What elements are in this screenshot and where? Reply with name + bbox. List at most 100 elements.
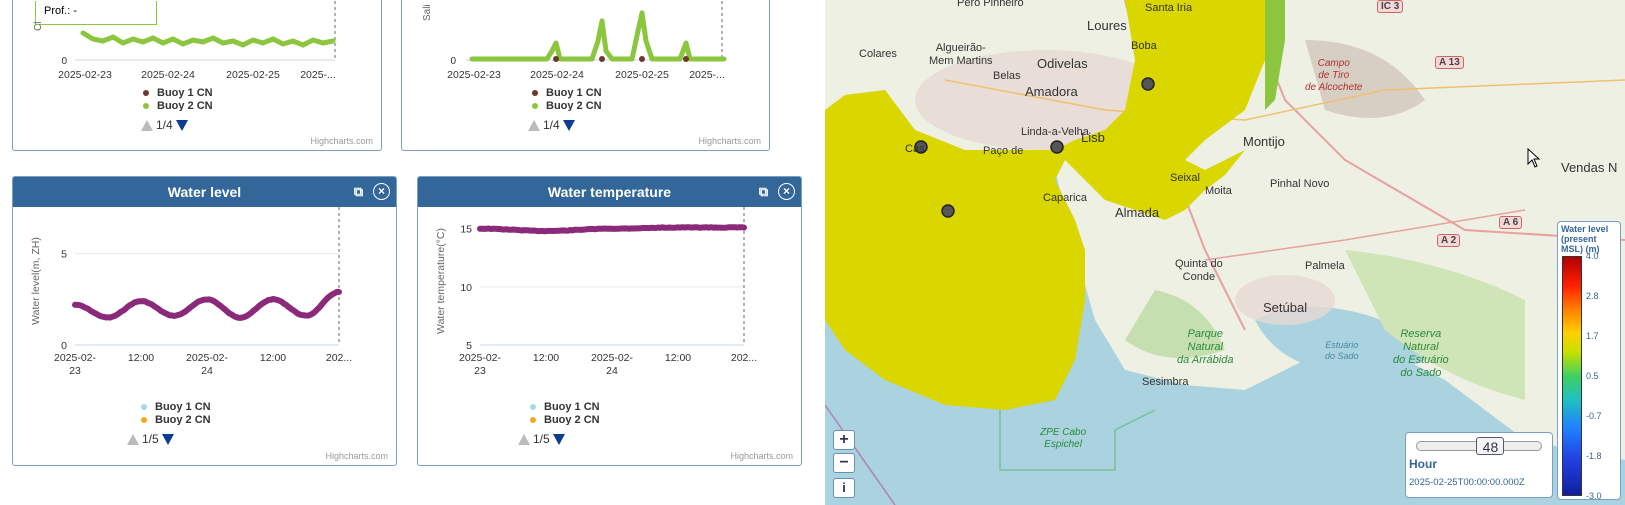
pager-down-icon[interactable] (175, 119, 188, 131)
legend-label: Buoy 2 CN (155, 415, 211, 425)
road (944, 79, 1625, 121)
legend-marker (143, 90, 149, 96)
legend-item[interactable]: Buoy 2 CN (530, 415, 600, 425)
urban-area (1235, 275, 1335, 325)
map-label-estuary: Estuário do Sado (1325, 340, 1359, 361)
time-label: Hour (1409, 457, 1437, 471)
colorbar-gradient (1562, 256, 1582, 496)
chart-panel-top-left: Prof.: - Cl 0 2025-02-23 2025-02-24 2025… (12, 0, 382, 151)
map-label-zpe: ZPE Cabo Espichel (1040, 427, 1087, 450)
x-tick-label: 2025-02-24 (141, 69, 195, 81)
pager-text: 1/5 (533, 432, 550, 446)
pager-up-icon[interactable] (528, 119, 540, 131)
time-timestamp: 2025-02-25T00:00:00.000Z (1409, 477, 1525, 488)
x-tick-label: 2025-02-23 (58, 69, 112, 81)
pager-down-icon[interactable] (562, 119, 575, 131)
legend-label: Buoy 2 CN (546, 101, 602, 111)
panel-header: Water level ⧉ × (13, 177, 396, 207)
pager-up-icon[interactable] (127, 433, 139, 445)
legend-item[interactable]: Buoy 2 CN (141, 415, 211, 425)
y-tick-label: 10 (460, 282, 472, 294)
highcharts-credit[interactable]: Highcharts.com (698, 136, 761, 146)
x-tick-label: 2025-02-24 (530, 69, 584, 81)
map[interactable]: Pero Pinheiro Santa Iria Loures Odivelas… (825, 0, 1625, 505)
time-slider-handle[interactable]: 48 (1476, 437, 1505, 455)
road-shield: A 2 (1437, 234, 1461, 247)
legend-label: Buoy 1 CN (157, 87, 213, 99)
popout-icon[interactable]: ⧉ (353, 184, 364, 199)
pager-down-icon[interactable] (552, 433, 565, 445)
map-label: Belas (993, 70, 1021, 82)
colorbar-tick-label: -0.7 (1586, 411, 1602, 421)
y-tick-label: 0 (450, 56, 456, 67)
map-label: Moita (1205, 185, 1232, 197)
legend-pager: 1/4 (528, 118, 575, 132)
y-tick-label: 0 (61, 56, 67, 67)
pager-up-icon[interactable] (141, 119, 153, 131)
mouse-cursor-icon (1527, 148, 1541, 168)
colorbar-title: Water level (present MSL) (m) (1561, 224, 1609, 254)
colorbar-tick-label: 4.0 (1586, 251, 1599, 261)
pager-text: 1/5 (142, 432, 159, 446)
buoy-marker[interactable] (941, 204, 955, 218)
x-tick-label: 2025-02-25 (615, 69, 669, 81)
plume-edge (1265, 0, 1285, 110)
highcharts-credit[interactable]: Highcharts.com (730, 451, 793, 461)
zoom-in-button[interactable]: + (833, 430, 855, 450)
map-label: Montijo (1243, 134, 1285, 149)
legend-label: Buoy 2 CN (157, 101, 213, 111)
chart-panel-water-temperature: Water temperature ⧉ × 5 10 15 Water tempera… (417, 176, 802, 466)
x-tick-label: 2025-... (689, 69, 725, 81)
legend-item[interactable]: Buoy 1 CN (532, 85, 602, 101)
x-tick-label: 202... (326, 352, 352, 364)
legend-item[interactable]: Buoy 2 CN (532, 101, 602, 111)
time-control: 48 Hour 2025-02-25T00:00:00.000Z (1405, 432, 1553, 498)
map-label: Sesimbra (1142, 376, 1189, 388)
close-icon[interactable]: × (373, 183, 390, 200)
highcharts-credit[interactable]: Highcharts.com (325, 451, 388, 461)
legend-label: Buoy 1 CN (544, 401, 600, 413)
legend-label: Buoy 1 CN (546, 87, 602, 99)
map-label: Amadora (1025, 84, 1078, 99)
legend-item[interactable]: Buoy 1 CN (141, 399, 211, 415)
map-label: Almada (1115, 205, 1160, 220)
reserve-area (1345, 250, 1525, 400)
y-axis-label: Cl (33, 22, 44, 31)
x-tick-label: 2025-02-23 (54, 352, 97, 377)
legend-label: Buoy 2 CN (544, 415, 600, 425)
pager-down-icon[interactable] (161, 433, 174, 445)
buoy-marker[interactable] (1141, 77, 1155, 91)
map-label: Vendas N (1561, 160, 1618, 175)
series-line-buoy-2 (80, 30, 336, 48)
legend-item[interactable]: Buoy 2 CN (143, 101, 213, 111)
legend: Buoy 1 CN Buoy 2 CN (532, 85, 602, 111)
y-axis-label: Water temperature(°C) (435, 228, 447, 334)
info-button[interactable]: i (833, 478, 855, 498)
buoy-marker[interactable] (1050, 140, 1064, 154)
x-tick-label: 12:00 (533, 352, 559, 364)
legend-item[interactable]: Buoy 1 CN (530, 399, 600, 415)
water-level-plume (825, 0, 1265, 410)
close-icon[interactable]: × (778, 183, 795, 200)
series-line (72, 289, 342, 321)
panel-title: Water temperature (547, 184, 672, 200)
x-tick-label: 2025-... (300, 69, 336, 81)
series-point-buoy-1 (599, 56, 605, 62)
legend-marker (532, 103, 538, 109)
pager-up-icon[interactable] (518, 433, 530, 445)
buoy-marker[interactable] (914, 140, 928, 154)
legend: Buoy 1 CN Buoy 2 CN (143, 85, 213, 111)
legend-pager: 1/4 (141, 118, 188, 132)
map-label: Setúbal (1263, 300, 1308, 315)
legend-item[interactable]: Buoy 1 CN (143, 85, 213, 101)
x-tick-label: 2025-02-23 (447, 69, 501, 81)
charts-area: Prof.: - Cl 0 2025-02-23 2025-02-24 2025… (12, 0, 802, 466)
colorbar-legend: Water level (present MSL) (m) 4.0 2.8 1.7 0… (1557, 221, 1621, 501)
legend-pager: 1/5 (518, 432, 565, 446)
legend-label: Buoy 1 CN (155, 401, 211, 413)
popout-icon[interactable]: ⧉ (758, 184, 769, 199)
highcharts-credit[interactable]: Highcharts.com (310, 136, 373, 146)
colorbar-ticks: 4.0 2.8 1.7 0.5 -0.7 -1.8 -3.0 (1586, 251, 1618, 501)
legend-marker (530, 404, 536, 410)
zoom-out-button[interactable]: − (833, 453, 855, 473)
